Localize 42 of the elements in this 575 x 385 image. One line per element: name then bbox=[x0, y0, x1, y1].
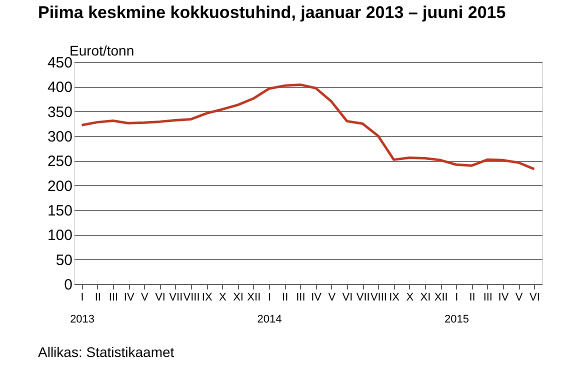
x-tick-label: XII bbox=[434, 292, 448, 304]
x-tick-label: VIII bbox=[183, 292, 200, 304]
x-tick-label: V bbox=[328, 292, 336, 304]
x-tick-label: III bbox=[108, 292, 118, 304]
x-tick-label: III bbox=[296, 292, 306, 304]
x-tick-label: IV bbox=[124, 292, 135, 304]
x-tick-label: IV bbox=[311, 292, 322, 304]
x-tick-label: VI bbox=[155, 292, 166, 304]
y-tick-label: 250 bbox=[47, 153, 72, 170]
x-tick-label: X bbox=[406, 292, 414, 304]
x-tick-label: XI bbox=[233, 292, 244, 304]
y-tick-label: 200 bbox=[47, 178, 72, 195]
y-tick-label: 50 bbox=[56, 252, 72, 269]
x-tick-label: II bbox=[94, 292, 101, 304]
x-tick-label: II bbox=[469, 292, 476, 304]
x-tick-label: VII bbox=[356, 292, 370, 304]
x-tick-label: IX bbox=[389, 292, 400, 304]
chart-title: Piima keskmine kokkuostuhind, jaanuar 2013 – juuni 2015 bbox=[38, 3, 506, 22]
x-tick-label: XI bbox=[420, 292, 431, 304]
x-tick-label: XII bbox=[247, 292, 261, 304]
x-tick-label: V bbox=[141, 292, 150, 304]
x-tick-label: VI bbox=[529, 292, 540, 304]
text: Allikas: Statistikaamet bbox=[38, 344, 174, 360]
y-axis-title: Eurot/tonn bbox=[70, 42, 134, 58]
x-tick-label: III bbox=[483, 292, 492, 304]
x-tick-label: VIII bbox=[370, 292, 387, 304]
x-tick-label: II bbox=[282, 292, 288, 304]
y-tick-label: 0 bbox=[64, 276, 72, 294]
y-tick-label: 350 bbox=[47, 104, 72, 121]
x-tick-label: V bbox=[515, 292, 524, 304]
y-tick-label: 150 bbox=[47, 202, 72, 220]
x-tick-label: IX bbox=[202, 292, 213, 304]
y-tick-label: 400 bbox=[47, 79, 72, 96]
y-tick-label: 450 bbox=[47, 54, 72, 72]
x-tick-label: X bbox=[219, 292, 228, 304]
x-tick-label: VI bbox=[342, 292, 353, 304]
y-tick-label: 100 bbox=[47, 227, 72, 244]
x-tick-label: IV bbox=[498, 292, 510, 304]
x-tick-label: I 2013 bbox=[70, 292, 95, 326]
line-series bbox=[80, 83, 536, 170]
x-tick-label: VII bbox=[169, 292, 183, 304]
y-tick-label: 300 bbox=[47, 128, 72, 146]
